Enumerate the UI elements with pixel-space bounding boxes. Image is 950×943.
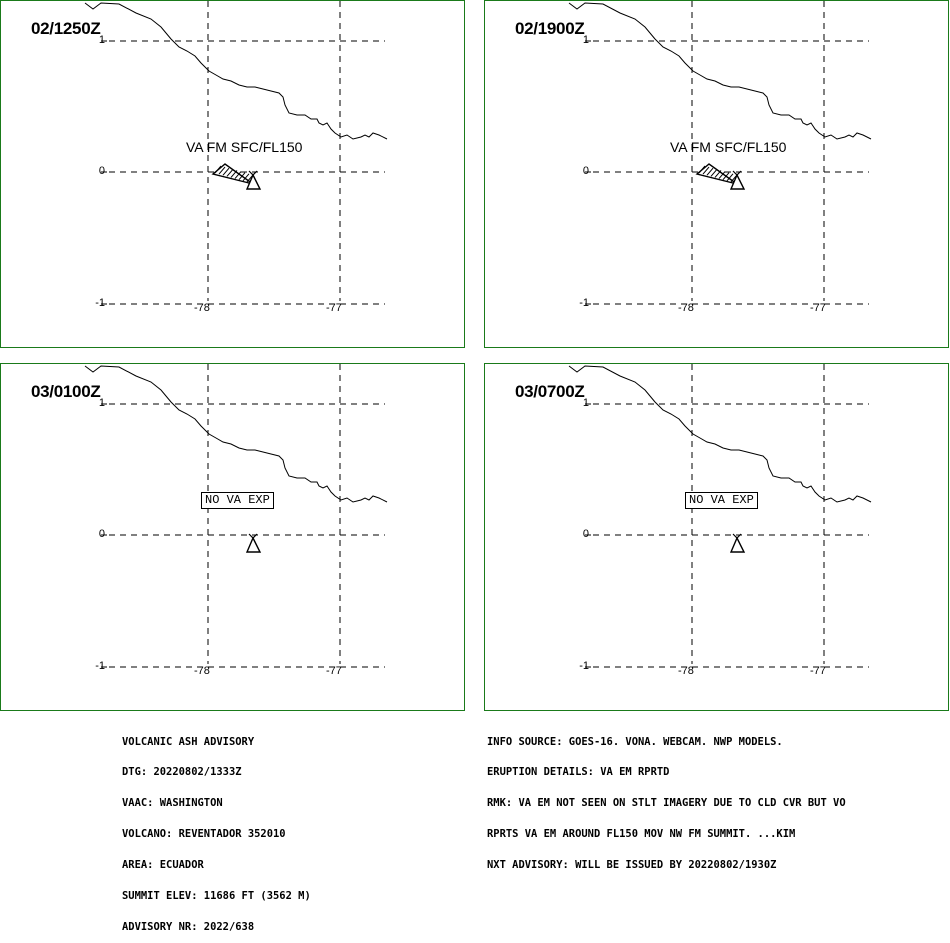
ash-cloud-hatch — [238, 172, 246, 180]
longitude-tick-label: -78 — [678, 302, 694, 314]
advisory-text-left: VOLCANIC ASH ADVISORY DTG: 20220802/1333… — [122, 716, 311, 943]
longitude-tick-label: -77 — [326, 302, 342, 314]
ash-cloud-hatch — [706, 167, 714, 176]
volcano-plume-mark — [732, 533, 742, 539]
latitude-tick-label: -1 — [95, 297, 105, 309]
latitude-tick-label: -1 — [95, 660, 105, 672]
latitude-tick-label: 1 — [582, 397, 589, 409]
volcano-triangle — [245, 173, 262, 190]
forecast-panel: 02/1250Z VA FM SFC/FL150 1 0 -1 -78 -77 — [0, 0, 465, 348]
no-ash-expected-label: NO VA EXP — [201, 492, 274, 509]
longitude-tick-label: -77 — [326, 665, 342, 677]
latitude-tick-label: 1 — [98, 34, 105, 46]
no-ash-expected-label: NO VA EXP — [685, 492, 758, 509]
coastline — [568, 2, 872, 140]
volcano-triangle-icon — [245, 170, 262, 190]
longitude-tick-label: -77 — [810, 665, 826, 677]
ash-cloud-hatch — [226, 169, 234, 177]
volcano-triangle-icon — [729, 170, 746, 190]
ash-cloud-hatch — [214, 165, 222, 174]
volcano-triangle — [729, 536, 746, 553]
advisory-line: ERUPTION DETAILS: VA EM RPRTD — [487, 765, 670, 779]
ash-cloud-hatch — [702, 166, 710, 175]
ash-cloud-label: VA FM SFC/FL150 — [186, 139, 303, 155]
advisory-line: DTG: 20220802/1333Z — [122, 765, 242, 779]
ash-cloud-hatch — [714, 170, 722, 178]
longitude-tick-label: -78 — [194, 665, 210, 677]
coastline — [84, 2, 388, 140]
volcano-triangle — [245, 536, 262, 553]
valid-time-label: 02/1900Z — [515, 19, 585, 38]
ash-cloud-hatch — [718, 171, 726, 179]
latitude-tick-label: 0 — [98, 528, 105, 540]
ash-cloud-polygon — [695, 163, 738, 185]
latitude-tick-label: 1 — [98, 397, 105, 409]
map-canvas — [568, 1, 872, 305]
forecast-panel: 03/0100Z NO VA EXP 1 0 -1 -78 -77 — [0, 363, 465, 711]
ash-cloud-hatch — [242, 173, 250, 182]
latitude-tick-label: 0 — [98, 165, 105, 177]
longitude-tick-label: -78 — [678, 665, 694, 677]
valid-time-label: 03/0700Z — [515, 382, 585, 401]
volcano-triangle — [729, 173, 746, 190]
advisory-line: VOLCANIC ASH ADVISORY — [122, 734, 255, 748]
longitude-tick-label: -78 — [194, 302, 210, 314]
latitude-tick-label: 0 — [582, 165, 589, 177]
ash-cloud-hatch — [710, 169, 718, 177]
latitude-tick-label: -1 — [579, 660, 589, 672]
longitude-tick-label: -77 — [810, 302, 826, 314]
coastline — [568, 365, 872, 503]
advisory-line: ADVISORY NR: 2022/638 — [122, 919, 255, 933]
valid-time-label: 03/0100Z — [31, 382, 101, 401]
forecast-panel: 03/0700Z NO VA EXP 1 0 -1 -78 -77 — [484, 363, 949, 711]
advisory-text-right: INFO SOURCE: GOES-16. VONA. WEBCAM. NWP … — [487, 716, 846, 881]
ash-cloud-hatch — [722, 172, 730, 180]
map-canvas — [568, 364, 872, 668]
advisory-line: INFO SOURCE: GOES-16. VONA. WEBCAM. NWP … — [487, 734, 783, 748]
ash-cloud-label: VA FM SFC/FL150 — [670, 139, 787, 155]
coastline — [84, 365, 388, 503]
ash-cloud-hatch — [222, 167, 230, 176]
volcano-triangle-icon — [729, 533, 746, 553]
ash-cloud-hatch — [726, 173, 734, 182]
valid-time-label: 02/1250Z — [31, 19, 101, 38]
ash-cloud-hatch — [218, 166, 226, 175]
latitude-tick-label: 0 — [582, 528, 589, 540]
map-canvas — [84, 364, 388, 668]
ash-cloud-polygon — [211, 163, 254, 185]
advisory-line: AREA: ECUADOR — [122, 858, 204, 872]
volcano-plume-mark — [248, 170, 258, 176]
volcano-triangle-icon — [245, 533, 262, 553]
advisory-line: VAAC: WASHINGTON — [122, 796, 223, 810]
advisory-line: SUMMIT ELEV: 11686 FT (3562 M) — [122, 889, 311, 903]
advisory-line: RPRTS VA EM AROUND FL150 MOV NW FM SUMMI… — [487, 827, 796, 841]
advisory-line: NXT ADVISORY: WILL BE ISSUED BY 20220802… — [487, 858, 777, 872]
ash-cloud-hatch — [230, 170, 238, 178]
latitude-tick-label: -1 — [579, 297, 589, 309]
advisory-line: VOLCANO: REVENTADOR 352010 — [122, 827, 286, 841]
volcano-plume-mark — [732, 170, 742, 176]
latitude-tick-label: 1 — [582, 34, 589, 46]
volcano-plume-mark — [248, 533, 258, 539]
map-canvas — [84, 1, 388, 305]
forecast-panel: 02/1900Z VA FM SFC/FL150 1 0 -1 -78 -77 — [484, 0, 949, 348]
ash-cloud-hatch — [698, 165, 706, 174]
advisory-line: RMK: VA EM NOT SEEN ON STLT IMAGERY DUE … — [487, 796, 846, 810]
ash-cloud-hatch — [234, 171, 242, 179]
